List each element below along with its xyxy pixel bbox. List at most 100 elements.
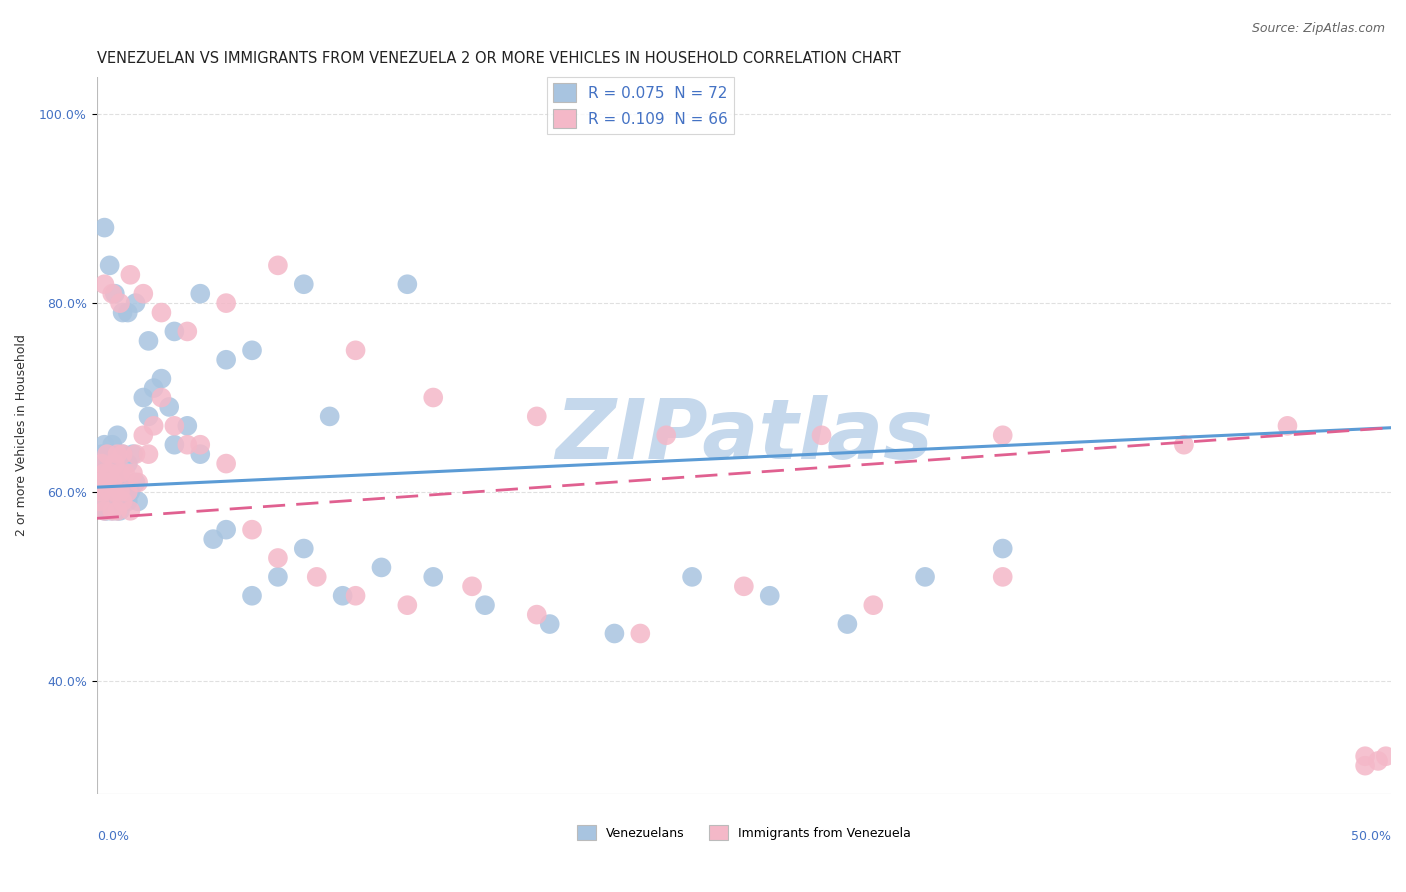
Point (370, 560, 392, 574)
Point (90, 484, 112, 499)
Point (101, 286, 124, 301)
Point (120, 268, 142, 282)
Text: ZIPatlas: ZIPatlas (555, 395, 932, 475)
Point (98, 258, 121, 272)
Point (122, 447, 145, 461)
Point (108, 484, 131, 499)
Point (101, 475, 124, 490)
Point (93, 220, 115, 235)
Text: VENEZUELAN VS IMMIGRANTS FROM VENEZUELA 2 OR MORE VEHICLES IN HOUSEHOLD CORRELAT: VENEZUELAN VS IMMIGRANTS FROM VENEZUELA … (97, 51, 900, 66)
Y-axis label: 2 or more Vehicles in Household: 2 or more Vehicles in Household (15, 334, 28, 536)
Point (332, 589, 354, 603)
Point (101, 438, 124, 452)
Point (188, 286, 211, 301)
Point (157, 400, 180, 414)
Point (461, 579, 484, 593)
Point (111, 447, 134, 461)
Point (89, 494, 111, 508)
Point (98, 466, 121, 480)
Point (150, 391, 173, 405)
Point (96, 447, 118, 461)
Point (120, 484, 142, 499)
Point (98, 484, 121, 499)
Point (176, 438, 198, 452)
Point (1375, 749, 1398, 764)
Point (240, 523, 263, 537)
Point (90, 447, 112, 461)
Point (142, 381, 165, 395)
Point (90, 475, 112, 490)
Point (758, 589, 780, 603)
Point (733, 579, 755, 593)
Point (93, 466, 115, 480)
Point (202, 532, 225, 546)
Point (188, 447, 211, 461)
Point (124, 296, 146, 310)
Point (98, 447, 121, 461)
Point (305, 570, 328, 584)
Point (107, 447, 129, 461)
Point (628, 626, 651, 640)
Point (526, 607, 548, 622)
Text: Source: ZipAtlas.com: Source: ZipAtlas.com (1251, 22, 1385, 36)
Point (107, 504, 129, 518)
Point (89, 484, 111, 499)
Point (96, 475, 118, 490)
Point (90, 457, 112, 471)
Point (1354, 758, 1376, 772)
Point (104, 457, 127, 471)
Point (474, 598, 496, 612)
Point (111, 475, 134, 490)
Point (101, 504, 124, 518)
Point (104, 484, 127, 499)
Point (142, 418, 165, 433)
Point (150, 305, 173, 319)
Point (132, 391, 155, 405)
Point (96, 475, 118, 490)
Legend: R = 0.075  N = 72, R = 0.109  N = 66: R = 0.075 N = 72, R = 0.109 N = 66 (547, 77, 734, 134)
Point (107, 466, 129, 480)
Point (114, 466, 136, 480)
Point (107, 504, 129, 518)
Point (267, 551, 290, 566)
Point (108, 484, 131, 499)
Point (150, 371, 173, 385)
Point (292, 277, 315, 292)
Point (396, 598, 419, 612)
Point (318, 409, 340, 424)
Point (104, 457, 127, 471)
Point (111, 447, 134, 461)
Point (108, 504, 131, 518)
Point (104, 286, 127, 301)
Point (837, 617, 859, 632)
Point (163, 325, 186, 339)
Point (176, 418, 198, 433)
Point (240, 589, 263, 603)
Point (108, 466, 131, 480)
Point (93, 438, 115, 452)
Point (101, 475, 124, 490)
Point (127, 475, 149, 490)
Point (138, 447, 160, 461)
Point (914, 570, 936, 584)
Point (215, 296, 238, 310)
Point (93, 504, 115, 518)
Point (422, 391, 444, 405)
Point (101, 504, 124, 518)
Point (292, 541, 315, 556)
Text: 50.0%: 50.0% (1351, 830, 1391, 843)
Point (215, 352, 238, 367)
Point (163, 438, 186, 452)
Point (127, 494, 149, 508)
Point (108, 296, 131, 310)
Point (132, 286, 155, 301)
Point (215, 523, 238, 537)
Point (138, 334, 160, 348)
Point (114, 484, 136, 499)
Point (89, 475, 111, 490)
Point (163, 418, 186, 433)
Point (93, 277, 115, 292)
Point (117, 305, 139, 319)
Point (862, 598, 884, 612)
Text: 0.0%: 0.0% (97, 830, 129, 843)
